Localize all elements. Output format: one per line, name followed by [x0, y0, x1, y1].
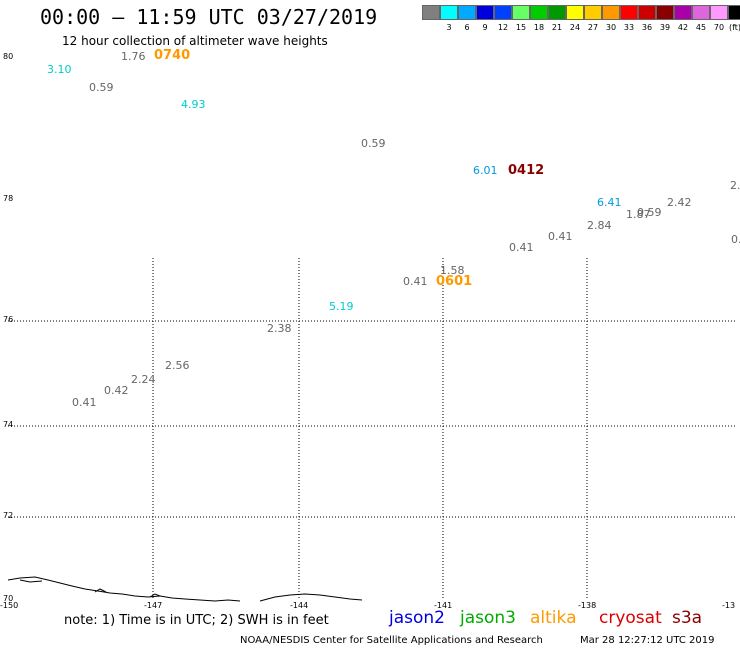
- wave-height: 0.59: [361, 137, 386, 150]
- color-swatch: [692, 5, 710, 20]
- wave-height: 2.42: [667, 196, 692, 209]
- wave-height: 2.84: [587, 219, 612, 232]
- lon-label-150: -150: [0, 601, 19, 610]
- color-swatch-label: 15: [515, 23, 527, 32]
- lon-label-138: -138: [578, 601, 597, 610]
- wave-height: 1.76: [121, 50, 146, 63]
- color-swatch: [602, 5, 620, 20]
- color-swatch: [584, 5, 602, 20]
- color-swatch-label: 45: [695, 23, 707, 32]
- satellite-legend-s3a: s3a: [672, 608, 703, 628]
- wave-height: 1.58: [440, 264, 465, 277]
- satellite-legend-altika: altika: [530, 608, 577, 628]
- color-swatch: [512, 5, 530, 20]
- color-swatch-label: 33: [623, 23, 635, 32]
- satellite-legend-jason3: jason3: [460, 608, 516, 628]
- color-swatch-label: 70: [713, 23, 725, 32]
- lon-label-147: -147: [144, 601, 163, 610]
- color-swatch-label: 27: [587, 23, 599, 32]
- wave-height: 0.41: [509, 241, 534, 254]
- color-swatch-label: 21: [551, 23, 563, 32]
- color-swatch: [458, 5, 476, 20]
- coastline: [7, 576, 363, 602]
- satellite-legend-jason2: jason2: [389, 608, 445, 628]
- color-swatch: [548, 5, 566, 20]
- lat-label-70: 70: [3, 594, 14, 603]
- color-swatch-label: 12: [497, 23, 509, 32]
- lat-label-80: 80: [3, 52, 14, 61]
- color-swatch: [530, 5, 548, 20]
- color-swatch-label: 42: [677, 23, 689, 32]
- color-swatch-label: 9: [482, 23, 488, 32]
- observation-time: 0740: [154, 48, 191, 63]
- wave-height: 2.38: [267, 322, 292, 335]
- lon-label-141: -141: [434, 601, 453, 610]
- wave-height: 5.19: [329, 300, 354, 313]
- wave-height: 6.41: [597, 196, 622, 209]
- map-title: 00:00 – 11:59 UTC 03/27/2019: [40, 5, 378, 29]
- color-swatch-label: 30: [605, 23, 617, 32]
- wave-height: 0.59: [89, 81, 114, 94]
- color-swatch: [656, 5, 674, 20]
- wave-height: 1.87: [626, 208, 651, 221]
- lat-label-76: 76: [3, 315, 14, 324]
- color-swatch-label: 6: [464, 23, 470, 32]
- color-swatch: [674, 5, 692, 20]
- color-swatch: [422, 5, 440, 20]
- credit-line: NOAA/NESDIS Center for Satellite Applica…: [240, 635, 543, 646]
- color-swatch-label: 39: [659, 23, 671, 32]
- wave-height: 0.41: [403, 275, 428, 288]
- color-swatch-label: 36: [641, 23, 653, 32]
- generation-timestamp: Mar 28 12:27:12 UTC 2019: [580, 635, 715, 646]
- color-swatch-label: 24: [569, 23, 581, 32]
- lon-label-144: -144: [290, 601, 309, 610]
- satellite-legend-cryosat: cryosat: [599, 608, 662, 628]
- graticule: [8, 258, 735, 600]
- lat-label-78: 78: [3, 194, 14, 203]
- map-subtitle: 12 hour collection of altimeter wave hei…: [62, 34, 328, 48]
- color-swatch: [476, 5, 494, 20]
- wave-height: 2.: [730, 179, 740, 192]
- lat-label-74: 74: [3, 420, 14, 429]
- color-swatch: [728, 5, 740, 20]
- observation-time: 0412: [508, 163, 545, 178]
- lon-label-135: -13: [722, 601, 736, 610]
- color-swatch: [440, 5, 458, 20]
- wave-height: 0.41: [548, 230, 573, 243]
- wave-height: 4.93: [181, 98, 206, 111]
- wave-height: 0.: [731, 233, 740, 246]
- lat-label-72: 72: [3, 511, 14, 520]
- wave-height: 0.41: [72, 396, 97, 409]
- wave-height: 2.24: [131, 373, 156, 386]
- color-swatch: [494, 5, 512, 20]
- wave-height: 0.42: [104, 384, 129, 397]
- wave-height: 0.59: [637, 206, 662, 219]
- color-swatch: [638, 5, 656, 20]
- color-swatch-label: 3: [446, 23, 452, 32]
- wave-height: 3.10: [47, 63, 72, 76]
- color-legend-unit: (ft): [728, 23, 740, 32]
- wave-height: 2.56: [165, 359, 190, 372]
- color-swatch: [566, 5, 584, 20]
- color-swatch: [620, 5, 638, 20]
- observation-time: 0601: [436, 274, 473, 289]
- color-swatch-label: 18: [533, 23, 545, 32]
- color-swatch: [710, 5, 728, 20]
- footer-note: note: 1) Time is in UTC; 2) SWH is in fe…: [64, 613, 329, 628]
- wave-height: 6.01: [473, 164, 498, 177]
